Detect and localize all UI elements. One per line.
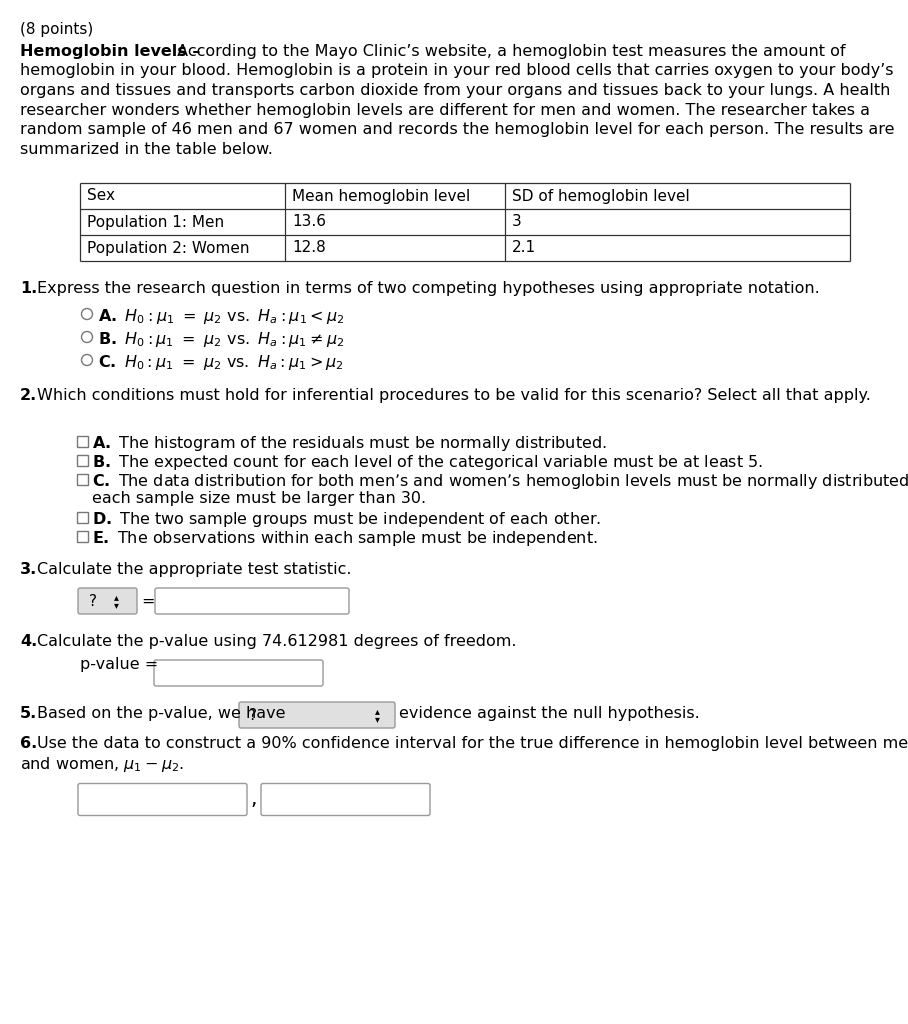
Text: 2.1: 2.1 (512, 241, 536, 256)
Text: ,: , (250, 790, 256, 809)
Text: ?: ? (249, 708, 257, 723)
Text: Hemoglobin levels –: Hemoglobin levels – (20, 44, 201, 59)
Text: Population 2: Women: Population 2: Women (87, 241, 250, 256)
Text: p-value =: p-value = (80, 657, 158, 673)
FancyBboxPatch shape (154, 660, 323, 686)
Text: researcher wonders whether hemoglobin levels are different for men and women. Th: researcher wonders whether hemoglobin le… (20, 102, 870, 118)
Text: $\mathbf{A.}\ H_0 : \mu_1 \ = \ \mu_2 \ \mathrm{vs.} \ H_a : \mu_1 < \mu_2$: $\mathbf{A.}\ H_0 : \mu_1 \ = \ \mu_2 \ … (98, 307, 345, 326)
FancyBboxPatch shape (239, 702, 395, 728)
Text: Based on the p-value, we have: Based on the p-value, we have (37, 706, 285, 721)
Text: 5.: 5. (20, 706, 37, 721)
Text: 3: 3 (512, 214, 522, 229)
Text: $\mathbf{C.}$ The data distribution for both men’s and women’s hemoglobin levels: $\mathbf{C.}$ The data distribution for … (93, 472, 908, 490)
Text: evidence against the null hypothesis.: evidence against the null hypothesis. (399, 706, 700, 721)
Text: SD of hemoglobin level: SD of hemoglobin level (512, 188, 690, 204)
Text: each sample size must be larger than 30.: each sample size must be larger than 30. (93, 490, 427, 506)
Text: 6.: 6. (20, 736, 37, 751)
Text: Use the data to construct a 90% confidence interval for the true difference in h: Use the data to construct a 90% confiden… (37, 736, 908, 751)
Text: =: = (141, 594, 154, 608)
Text: 13.6: 13.6 (292, 214, 326, 229)
Text: 1.: 1. (20, 281, 37, 296)
Text: random sample of 46 men and 67 women and records the hemoglobin level for each p: random sample of 46 men and 67 women and… (20, 122, 894, 137)
Text: and women, $\mu_1 - \mu_2$.: and women, $\mu_1 - \mu_2$. (20, 756, 184, 774)
Text: $\mathbf{D.}$ The two sample groups must be independent of each other.: $\mathbf{D.}$ The two sample groups must… (93, 510, 602, 529)
Text: (8 points): (8 points) (20, 22, 94, 37)
Text: ?: ? (89, 594, 97, 608)
Text: hemoglobin in your blood. Hemoglobin is a protein in your red blood cells that c: hemoglobin in your blood. Hemoglobin is … (20, 63, 893, 79)
Text: ▴
▾: ▴ ▾ (114, 592, 119, 610)
Text: According to the Mayo Clinic’s website, a hemoglobin test measures the amount of: According to the Mayo Clinic’s website, … (172, 44, 845, 59)
Text: Mean hemoglobin level: Mean hemoglobin level (292, 188, 470, 204)
Text: $\mathbf{E.}$ The observations within each sample must be independent.: $\mathbf{E.}$ The observations within ea… (93, 529, 598, 548)
Text: Calculate the p-value using 74.612981 degrees of freedom.: Calculate the p-value using 74.612981 de… (37, 634, 517, 649)
Text: Which conditions must hold for inferential procedures to be valid for this scena: Which conditions must hold for inferenti… (37, 388, 871, 403)
Text: Calculate the appropriate test statistic.: Calculate the appropriate test statistic… (37, 562, 351, 577)
FancyBboxPatch shape (155, 588, 349, 614)
Text: Express the research question in terms of two competing hypotheses using appropr: Express the research question in terms o… (37, 281, 820, 296)
FancyBboxPatch shape (78, 588, 137, 614)
Text: Population 1: Men: Population 1: Men (87, 214, 224, 229)
FancyBboxPatch shape (261, 783, 430, 815)
Text: Sex: Sex (87, 188, 115, 204)
Text: summarized in the table below.: summarized in the table below. (20, 141, 273, 157)
Text: 3.: 3. (20, 562, 37, 577)
Text: $\mathbf{B.}\ H_0 : \mu_1 \ = \ \mu_2 \ \mathrm{vs.} \ H_a : \mu_1 \neq \mu_2$: $\mathbf{B.}\ H_0 : \mu_1 \ = \ \mu_2 \ … (98, 330, 345, 349)
FancyBboxPatch shape (78, 783, 247, 815)
Text: $\mathbf{C.}\ H_0 : \mu_1 \ = \ \mu_2 \ \mathrm{vs.} \ H_a : \mu_1 > \mu_2$: $\mathbf{C.}\ H_0 : \mu_1 \ = \ \mu_2 \ … (98, 353, 344, 372)
Text: 12.8: 12.8 (292, 241, 326, 256)
Text: 4.: 4. (20, 634, 37, 649)
Text: $\mathbf{B.}$ The expected count for each level of the categorical variable must: $\mathbf{B.}$ The expected count for eac… (93, 453, 764, 472)
Text: ▴
▾: ▴ ▾ (375, 706, 380, 724)
Text: $\mathbf{A.}$ The histogram of the residuals must be normally distributed.: $\mathbf{A.}$ The histogram of the resid… (93, 434, 607, 453)
Text: 2.: 2. (20, 388, 37, 403)
Text: organs and tissues and transports carbon dioxide from your organs and tissues ba: organs and tissues and transports carbon… (20, 83, 891, 98)
